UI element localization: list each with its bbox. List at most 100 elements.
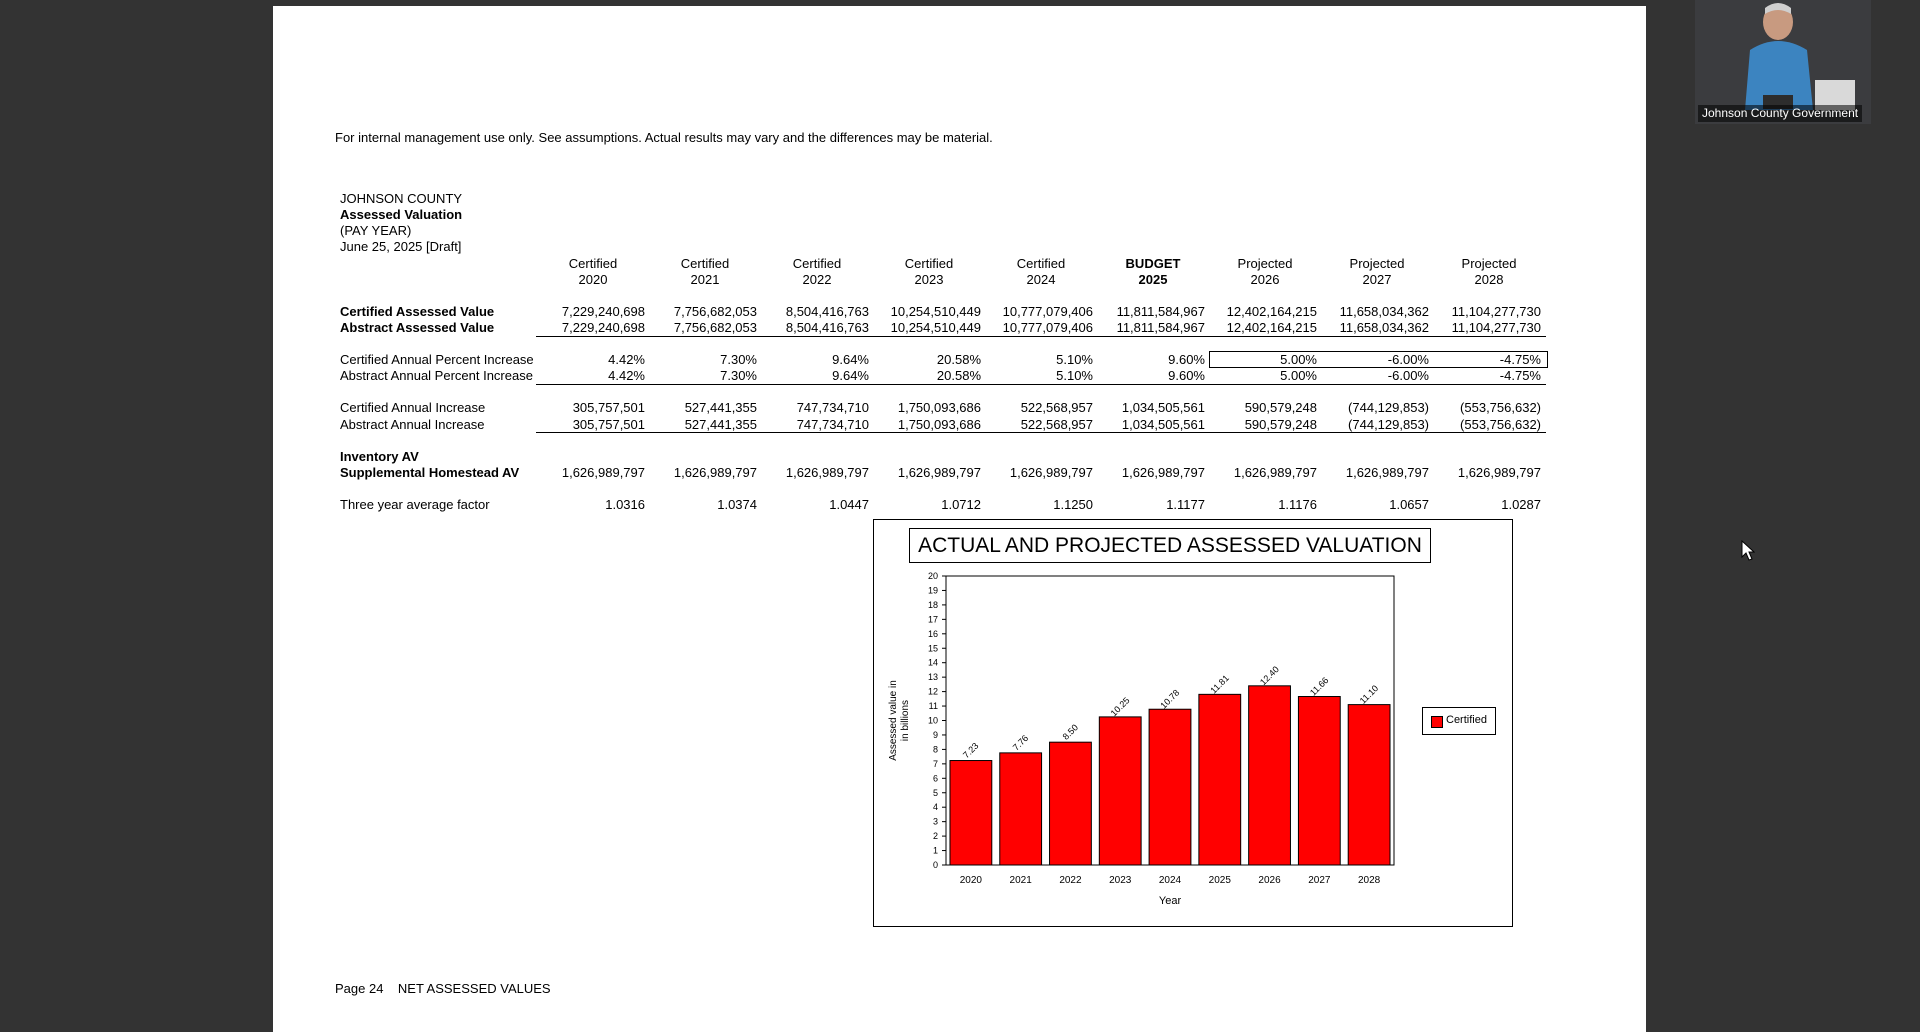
bar <box>949 760 993 866</box>
table-cell: 11,811,584,967 <box>1116 320 1205 335</box>
table-cell: (553,756,632) <box>1460 417 1541 432</box>
y-tick-label: 18 <box>928 600 938 610</box>
table-cell: 305,757,501 <box>572 400 645 415</box>
table-cell: 5.00% <box>1280 352 1317 367</box>
table-cell: 1,626,989,797 <box>897 465 981 480</box>
table-cell: 1,750,093,686 <box>897 400 981 415</box>
table-cell: 11,104,277,730 <box>1451 304 1541 319</box>
legend-label: Certified <box>1446 714 1487 726</box>
table-cell: 527,441,355 <box>684 417 757 432</box>
column-header-year: 2027 <box>1362 272 1392 287</box>
row-divider <box>536 384 1546 385</box>
table-cell: 1,750,093,686 <box>897 417 981 432</box>
y-tick-label: 3 <box>933 817 938 827</box>
table-cell: 9.60% <box>1168 352 1205 367</box>
x-tick-label: 2024 <box>1159 875 1182 886</box>
video-participant-tile[interactable]: Johnson County Government <box>1695 0 1871 124</box>
table-cell: 10,777,079,406 <box>1002 320 1093 335</box>
y-tick-label: 13 <box>928 672 938 682</box>
table-cell: 9.60% <box>1168 368 1205 383</box>
y-tick-label: 10 <box>928 716 938 726</box>
table-cell: (744,129,853) <box>1348 417 1429 432</box>
table-cell: 10,254,510,449 <box>890 304 981 319</box>
table-cell: 7.30% <box>720 368 757 383</box>
table-cell: 8,504,416,763 <box>785 304 869 319</box>
table-cell: 522,568,957 <box>1020 417 1093 432</box>
table-cell: 1.0374 <box>717 497 757 512</box>
y-axis-title-line2: in billions <box>900 700 911 741</box>
selected-cells-box[interactable] <box>1209 351 1548 368</box>
table-cell: 1,626,989,797 <box>1009 465 1093 480</box>
table-cell: 11,104,277,730 <box>1451 320 1541 335</box>
column-header-top: Certified <box>568 256 618 271</box>
y-tick-label: 9 <box>933 730 938 740</box>
column-header-top: BUDGET <box>1125 256 1181 271</box>
y-tick-label: 16 <box>928 629 938 639</box>
table-cell: 1,626,989,797 <box>1457 465 1541 480</box>
y-tick-label: 11 <box>929 701 938 711</box>
bar-chart: 012345678910111213141516171819207.232020… <box>888 571 1395 907</box>
table-cell: 1.1250 <box>1053 497 1093 512</box>
table-cell: 12,402,164,215 <box>1226 320 1317 335</box>
table-cell: 1.0316 <box>605 497 645 512</box>
column-header-top: Projected <box>1237 256 1293 271</box>
table-cell: 1.0657 <box>1389 497 1429 512</box>
table-cell: 1.1177 <box>1166 497 1205 512</box>
x-tick-label: 2028 <box>1358 875 1381 886</box>
column-header-year: 2025 <box>1138 272 1168 287</box>
y-tick-label: 15 <box>928 643 938 653</box>
row-label: Three year average factor <box>340 497 490 512</box>
table-cell: 9.64% <box>832 368 869 383</box>
y-tick-label: 1 <box>933 846 938 856</box>
table-cell: -6.00% <box>1387 352 1429 367</box>
table-cell: 747,734,710 <box>796 417 869 432</box>
bar <box>999 752 1043 866</box>
x-axis-title: Year <box>1159 895 1182 907</box>
column-header-top: Projected <box>1461 256 1517 271</box>
table-cell: -4.75% <box>1499 352 1541 367</box>
table-cell: 1.0287 <box>1501 497 1541 512</box>
table-cell: 5.00% <box>1280 368 1317 383</box>
legend-swatch <box>1431 716 1443 728</box>
row-divider <box>536 336 1546 337</box>
table-cell: 1.0712 <box>941 497 981 512</box>
column-header-year: 2024 <box>1026 272 1056 287</box>
y-tick-label: 4 <box>933 802 938 812</box>
column-header-top: Certified <box>1016 256 1066 271</box>
table-cell: 11,658,034,362 <box>1339 304 1429 319</box>
table-cell: 7,756,682,053 <box>673 320 757 335</box>
table-cell: 5.10% <box>1056 368 1093 383</box>
y-tick-label: 17 <box>928 614 938 624</box>
y-tick-label: 6 <box>933 773 938 783</box>
table-cell: 10,777,079,406 <box>1002 304 1093 319</box>
report-title: Assessed Valuation <box>340 207 463 222</box>
x-tick-label: 2023 <box>1109 875 1132 886</box>
bar <box>1347 704 1391 866</box>
bar <box>1198 693 1242 866</box>
table-cell: 7,229,240,698 <box>561 304 645 319</box>
table-cell: 8,504,416,763 <box>785 320 869 335</box>
table-cell: -6.00% <box>1387 368 1429 383</box>
table-cell: 9.64% <box>832 352 869 367</box>
column-header-top: Certified <box>792 256 842 271</box>
y-axis-title-line1: Assessed value in <box>888 680 899 761</box>
participant-name-label: Johnson County Government <box>1698 105 1863 122</box>
org-name: JOHNSON COUNTY <box>340 191 463 206</box>
table-cell: 1.1176 <box>1278 497 1317 512</box>
table-cell: -4.75% <box>1499 368 1541 383</box>
y-tick-label: 19 <box>928 585 938 595</box>
table-cell: 522,568,957 <box>1020 400 1093 415</box>
column-header-year: 2026 <box>1250 272 1280 287</box>
row-label: Certified Annual Increase <box>340 400 486 415</box>
table-cell: 1,626,989,797 <box>785 465 869 480</box>
column-header-year: 2023 <box>914 272 944 287</box>
row-label: Abstract Annual Increase <box>340 417 485 432</box>
table-cell: (553,756,632) <box>1460 400 1541 415</box>
y-tick-label: 0 <box>933 860 938 870</box>
bar <box>1098 716 1142 866</box>
report-subtitle: (PAY YEAR) <box>340 223 412 238</box>
document-page: For internal management use only. See as… <box>273 6 1646 1032</box>
y-tick-label: 5 <box>933 788 938 798</box>
row-label: Supplemental Homestead AV <box>340 465 520 480</box>
disclaimer-text: For internal management use only. See as… <box>335 130 993 145</box>
